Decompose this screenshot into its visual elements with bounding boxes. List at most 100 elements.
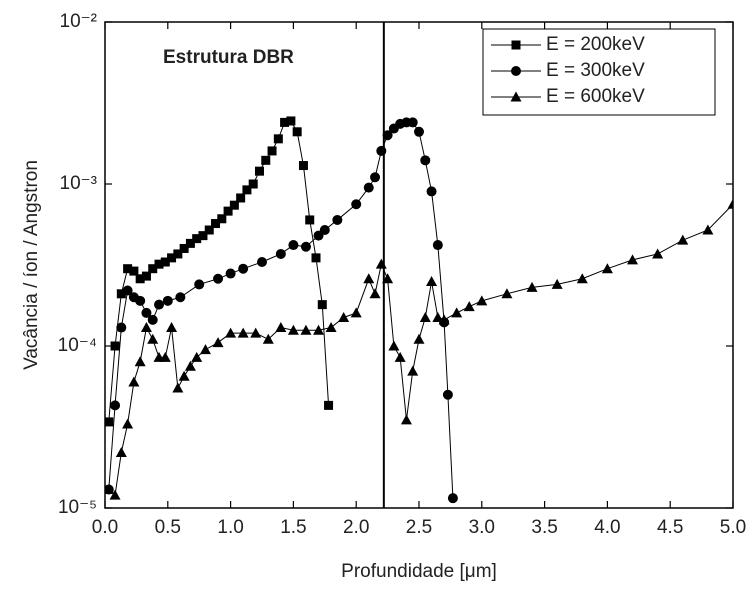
x-tick-label: 4.5: [657, 517, 683, 538]
x-tick-label: 3.0: [469, 517, 495, 538]
marker: [141, 307, 152, 318]
marker: [432, 240, 443, 251]
marker: [292, 127, 302, 137]
y-axis-label: Vacância / íon / Angstron: [21, 160, 42, 370]
marker: [154, 259, 164, 269]
marker: [154, 299, 165, 310]
marker: [147, 314, 158, 325]
marker: [141, 271, 151, 281]
marker: [300, 324, 312, 335]
annotation: Estrutura DBR: [163, 47, 294, 68]
marker: [248, 179, 258, 189]
marker: [229, 200, 239, 210]
marker: [134, 356, 146, 367]
legend-label: E = 300keV: [546, 60, 645, 81]
y-tick-label: 10⁻³: [60, 173, 98, 194]
marker: [394, 351, 406, 362]
marker: [191, 351, 203, 362]
marker: [261, 155, 271, 165]
marker: [159, 351, 171, 362]
marker: [463, 301, 475, 312]
marker: [250, 327, 262, 338]
marker: [317, 300, 327, 310]
marker: [375, 258, 387, 269]
marker: [476, 295, 488, 306]
marker: [217, 214, 227, 224]
marker: [677, 234, 689, 245]
x-tick-label: 0.0: [92, 517, 118, 538]
marker: [300, 241, 311, 252]
marker: [223, 206, 233, 216]
marker: [105, 417, 114, 427]
marker: [576, 273, 588, 284]
marker: [162, 295, 173, 306]
marker: [324, 400, 334, 410]
marker: [199, 344, 211, 355]
marker: [122, 285, 133, 296]
marker: [426, 186, 437, 197]
marker: [140, 322, 152, 333]
y-tick-label: 10⁻⁴: [58, 335, 97, 356]
marker: [370, 172, 381, 183]
marker: [135, 274, 145, 284]
marker: [400, 414, 412, 425]
marker: [160, 257, 170, 267]
x-tick-label: 5.0: [720, 517, 746, 538]
marker: [382, 273, 394, 284]
plot-area: [105, 116, 733, 504]
marker: [184, 360, 196, 371]
marker: [426, 276, 438, 287]
legend-label: E = 200keV: [546, 34, 645, 55]
marker: [351, 199, 362, 210]
x-tick-label: 2.0: [343, 517, 369, 538]
x-tick-label: 1.0: [217, 517, 243, 538]
x-tick-label: 4.0: [594, 517, 620, 538]
marker: [305, 215, 315, 225]
marker: [122, 418, 134, 429]
marker: [198, 231, 208, 241]
marker: [325, 322, 337, 333]
marker: [447, 493, 458, 504]
marker: [627, 254, 639, 265]
marker: [601, 263, 613, 274]
marker: [350, 307, 362, 318]
marker: [115, 447, 127, 458]
legend-box: [482, 28, 716, 116]
marker: [166, 322, 178, 333]
marker: [286, 116, 296, 126]
marker: [419, 311, 431, 322]
marker: [363, 182, 374, 193]
marker: [319, 225, 330, 236]
legend-marker: [511, 66, 521, 76]
marker: [275, 322, 287, 333]
marker: [451, 307, 463, 318]
marker: [110, 400, 121, 411]
marker: [727, 198, 733, 209]
marker: [110, 341, 120, 351]
series-line: [108, 121, 454, 499]
marker: [194, 279, 205, 290]
marker: [332, 214, 343, 225]
marker: [192, 234, 202, 244]
y-tick-label: 10⁻⁵: [58, 497, 97, 518]
marker: [109, 489, 121, 500]
x-tick-label: 0.5: [155, 517, 181, 538]
marker: [262, 333, 274, 344]
series-line: [108, 120, 330, 422]
marker: [382, 130, 393, 141]
marker: [551, 278, 563, 289]
marker: [116, 322, 127, 333]
marker: [369, 288, 381, 299]
marker: [185, 238, 195, 248]
marker: [254, 166, 264, 176]
marker: [236, 193, 246, 203]
marker: [376, 145, 387, 156]
legend-label: E = 600keV: [546, 86, 645, 107]
legend-marker: [511, 40, 521, 50]
marker: [129, 266, 139, 276]
marker: [225, 327, 237, 338]
marker: [147, 333, 159, 344]
y-tick-label: 10⁻²: [60, 11, 98, 32]
marker: [407, 365, 419, 376]
